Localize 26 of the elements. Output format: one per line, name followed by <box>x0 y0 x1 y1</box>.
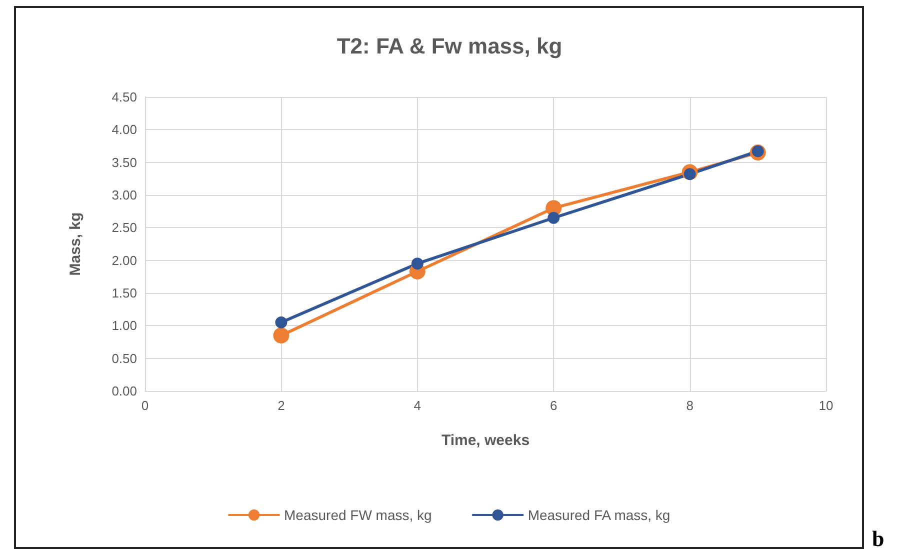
text: b <box>872 526 884 549</box>
y-tick-label: 3.00 <box>112 188 137 202</box>
y-tick-label: 1.00 <box>112 318 137 334</box>
x-tick-label: 0 <box>141 398 149 413</box>
y-tick-label: 4.50 <box>112 90 137 104</box>
y-tick-label: 4.00 <box>112 122 137 138</box>
x-tick-label: 8 <box>686 398 694 413</box>
y-tick-label: 2.50 <box>112 220 137 236</box>
y-tick-label: 0.50 <box>112 350 137 366</box>
legend-label: Measured FW mass, kg <box>284 507 432 523</box>
point <box>273 327 290 344</box>
y-tick-label: 0.00 <box>112 384 137 398</box>
point <box>275 316 288 328</box>
y-tick-label: 1.50 <box>112 286 137 300</box>
x-tick-label: 6 <box>550 398 558 413</box>
x-axis-title: Time, weeks <box>441 432 530 449</box>
legend-label: Measured FA mass, kg <box>528 507 670 523</box>
chart-title: T2: FA & Fw mass, kg <box>336 34 562 58</box>
y-tick-label: 3.50 <box>112 154 137 170</box>
point <box>411 258 424 270</box>
y-tick-label: 2.00 <box>112 252 137 268</box>
x-tick-label: 2 <box>278 398 285 413</box>
x-tick-label: 10 <box>818 398 834 413</box>
y-axis-title: Mass, kg <box>67 212 84 276</box>
point <box>548 212 560 224</box>
x-tick-label: 4 <box>414 398 422 413</box>
